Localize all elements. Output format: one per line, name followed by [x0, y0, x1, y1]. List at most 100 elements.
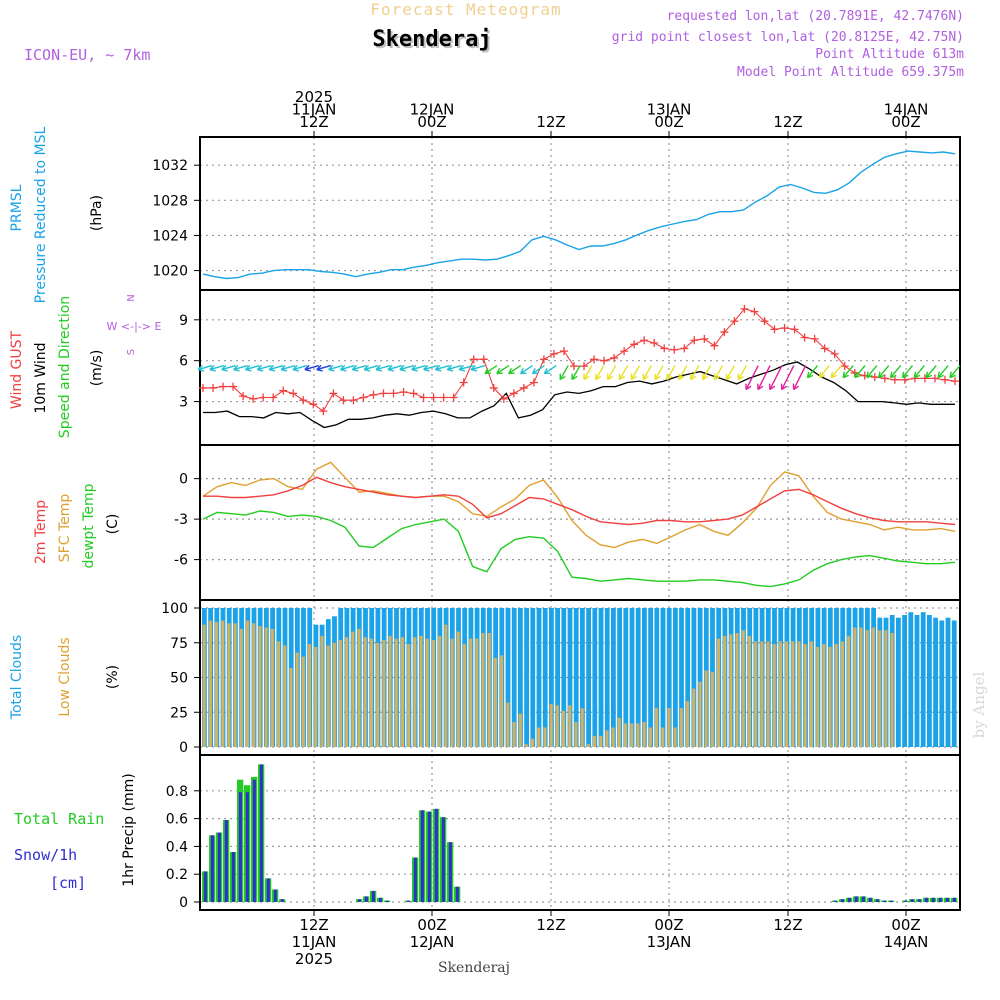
wind-direction-arrowhead [725, 373, 732, 381]
low-cloud-bar [692, 688, 696, 747]
wind-label: 10m Wind [33, 342, 49, 413]
gust-marker [830, 349, 839, 358]
total-cloud-bar [691, 608, 697, 747]
low-cloud-bar [481, 633, 485, 747]
gust-marker [239, 392, 248, 401]
total-cloud-bar [586, 608, 591, 747]
low-cloud-bar [258, 626, 262, 747]
total-cloud-bar [914, 615, 920, 747]
total-cloud-bar [642, 608, 647, 747]
gust-label: Wind GUST [9, 330, 25, 409]
wind-direction-arrowhead [866, 371, 873, 379]
low-cloud-bar [661, 727, 665, 747]
wind-direction-arrow [508, 365, 522, 375]
gust-marker [660, 344, 669, 353]
low-cloud-bar [555, 705, 559, 747]
low-cloud-bar [766, 641, 770, 747]
low-cloud-bar [456, 631, 460, 747]
snow-bar [833, 900, 837, 902]
temp-units: (C) [105, 514, 121, 535]
total-cloud-bar [518, 608, 523, 747]
panel-frame-temperature [199, 444, 961, 601]
wind-direction-arrow [245, 364, 260, 371]
low-cloud-bar [524, 744, 528, 747]
low-cloud-bar [227, 623, 231, 747]
gust-marker [539, 355, 548, 364]
wind-direction-arrowhead [949, 371, 956, 379]
low-cloud-bar [642, 722, 646, 747]
wind-direction-arrowhead [339, 364, 347, 372]
total-cloud-bar [920, 612, 926, 747]
low-cloud-bar [295, 652, 299, 747]
panel-frame-pressure [199, 136, 961, 291]
low-cloud-bar [723, 635, 727, 747]
gust-marker [199, 383, 207, 392]
snow-bar [847, 897, 851, 902]
gust-marker [930, 374, 939, 383]
y-tick-label: 50 [170, 671, 188, 687]
top-time-label: 00Z [891, 113, 920, 131]
wind-direction-arrow [328, 364, 343, 371]
low-cloud-bar [772, 644, 776, 747]
snow-bar [427, 811, 431, 902]
wind-direction-arrowhead [901, 371, 909, 379]
wind-direction-arrow [595, 365, 605, 380]
total-cloud-bar [536, 608, 542, 747]
low-cloud-bar [791, 641, 795, 747]
total-cloud-bar [530, 608, 536, 747]
total-cloud-bar [685, 608, 691, 747]
wind-direction-arrowhead [351, 364, 359, 372]
panel-frame-precip [199, 754, 961, 911]
gust-marker [710, 341, 719, 350]
low-cloud-bar [729, 634, 733, 747]
low-cloud-bar [500, 655, 504, 747]
gust-marker [630, 340, 639, 349]
low-cloud-bar [636, 723, 640, 747]
wind-direction-arrowhead [233, 364, 240, 372]
wind-direction-arrow [713, 365, 724, 380]
bottom-time-label: 00Z [417, 916, 446, 934]
snow-bar [952, 897, 956, 902]
wind-direction-arrow [678, 365, 688, 380]
low-cloud-bar [450, 638, 454, 747]
bottom-time-label: 11JAN [292, 933, 337, 951]
wind-direction-arrow [769, 365, 783, 390]
gust-marker [339, 396, 348, 405]
wind-direction-arrow [209, 364, 225, 371]
top-time-label: 13JAN [647, 101, 692, 119]
low-cloud-bar [803, 644, 807, 747]
total-cloud-bar [939, 620, 945, 747]
wind-direction-arrowhead [458, 364, 466, 372]
gust-marker [329, 389, 338, 398]
low-cloud-bar [475, 638, 479, 747]
wind-direction-arrow [364, 364, 379, 371]
top-time-label: 12JAN [410, 101, 455, 119]
pressure-label-long: Pressure Reduced to MSL [33, 126, 49, 303]
snow-bar [238, 792, 242, 902]
wind-direction-arrowhead [780, 383, 788, 391]
wind-direction-arrow [304, 364, 320, 371]
gust-marker [349, 396, 358, 405]
low-clouds-label: Low Clouds [57, 637, 73, 716]
low-cloud-bar [301, 656, 305, 747]
total-cloud-bar [945, 617, 951, 747]
snow-bar [266, 878, 270, 902]
dewpt-line [202, 510, 956, 588]
wind-direction-arrowhead [889, 371, 897, 379]
snow-bar [259, 764, 263, 902]
wind-direction-arrowhead [280, 364, 288, 372]
total-cloud-bar [697, 608, 703, 747]
gust-marker [720, 328, 729, 337]
snow-bar [868, 897, 872, 902]
snow-bar [378, 897, 382, 902]
gust-marker [299, 396, 308, 405]
low-cloud-bar [438, 635, 442, 747]
wind-direction-arrowhead [925, 371, 933, 379]
low-cloud-bar [270, 628, 274, 747]
total-cloud-bar [666, 608, 672, 747]
wind-direction-arrow [459, 364, 474, 371]
top-time-label: 12Z [299, 113, 328, 131]
wind-direction-arrow [866, 365, 878, 379]
y-tick-label: 6 [179, 354, 188, 370]
wind-direction-arrowhead [713, 373, 721, 381]
